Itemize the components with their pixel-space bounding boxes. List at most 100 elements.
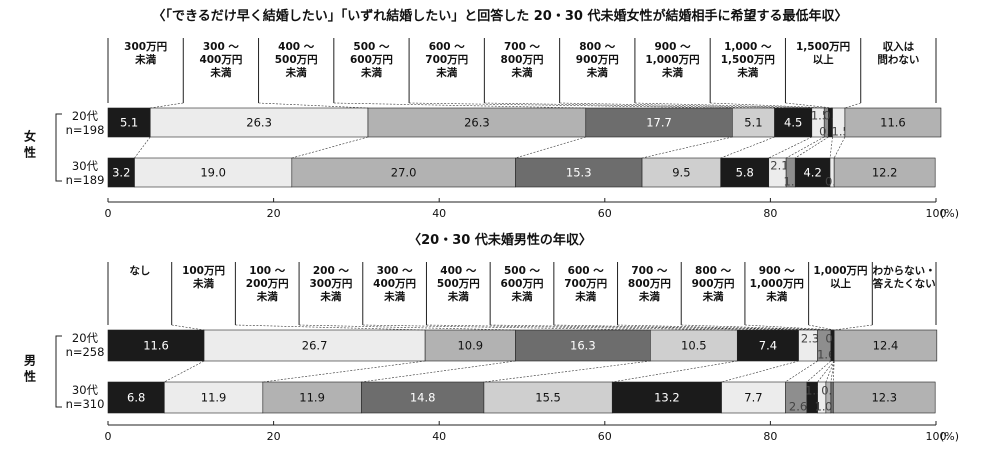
value-label: 7.7 [744,391,762,405]
category-label: わからない・答えたくない [872,265,936,290]
connector-line [362,324,651,331]
connector-line [806,360,832,383]
value-label: 15.5 [535,391,561,405]
bar-segment [367,107,587,138]
value-label: 27.0 [391,166,417,180]
connector-line [830,360,835,383]
category-label: 400 ～ 500万円未満 [437,265,480,303]
category-label: 1,000 ～ 1,500万円未満 [721,41,775,79]
bar-segment [291,157,516,188]
value-label: 14.8 [410,391,436,405]
x-tick-label: 20 [267,207,281,220]
value-label: 13.2 [654,391,680,405]
value-label: 17.7 [646,116,672,130]
x-unit-label: (%) [940,430,959,443]
value-label: 7.4 [759,339,777,353]
bar-segment [515,157,643,188]
group-label: 女性 [23,129,36,160]
category-label: 1,000万円以上 [813,265,867,290]
bar-segment [774,107,813,138]
connector-line [795,136,829,159]
connector-line [844,102,861,109]
value-label: 5.1 [744,116,762,130]
connector-line [834,324,873,331]
x-tick-label: 60 [598,430,612,443]
value-label: 9.5 [672,166,690,180]
connector-line [785,136,825,159]
category-label: 700 ～ 800万円未満 [501,41,544,79]
connector-line [361,360,516,383]
row-label: 30代 [72,159,99,173]
category-label: 300 ～ 400万円未満 [373,265,416,303]
connector-line [721,360,799,383]
value-label: 12.2 [872,166,898,180]
value-label: 26.3 [246,116,272,130]
connector-line [720,136,775,159]
row-label: 20代 [72,109,99,123]
x-tick-label: 80 [763,430,777,443]
panel-title: 〈「できるだけ早く結婚したい」「いずれ結婚したい」と回答した 20・30 代未婚… [153,8,848,24]
value-label: 5.8 [736,166,754,180]
x-tick-label: 40 [432,430,446,443]
category-label: 300 ～ 400万円未満 [199,41,242,79]
bar-segment [107,107,151,138]
panel-1: 〈「できるだけ早く結婚したい」「いずれ結婚したい」と回答した 20・30 代未婚… [23,8,959,220]
bar-segment [585,107,733,138]
row-n-label: n=258 [66,345,105,359]
connector-line [808,324,835,331]
bar-segment [134,157,293,188]
bar-segment [732,107,775,138]
value-label: 15.3 [566,166,592,180]
x-tick-label: 20 [267,430,281,443]
category-label: 500 ～ 600万円未満 [501,265,544,303]
connector-line [258,102,369,109]
connector-line [710,102,829,109]
group-bracket [55,335,62,408]
category-label: 500 ～ 600万円未満 [350,41,393,79]
value-label: 12.4 [873,339,899,353]
connector-line [617,324,831,331]
value-label: 26.7 [302,339,328,353]
x-tick-label: 60 [598,207,612,220]
bar-segment [361,381,485,414]
category-label: 100万円未満 [182,265,225,290]
connector-line [681,324,835,331]
bar-segment [833,157,936,188]
row-n-label: n=198 [66,123,105,137]
category-label: 400 ～ 500万円未満 [275,41,318,79]
value-label: 11.6 [143,339,169,353]
x-tick-label: 80 [763,207,777,220]
value-label-small: 2.3 [801,332,819,346]
value-label: 6.8 [127,391,145,405]
category-label: 700 ～ 800万円未満 [628,265,671,303]
bar-segment [833,381,936,414]
category-label: 300万円未満 [124,41,167,66]
category-label: 900 ～ 1,000万円未満 [750,265,804,303]
connector-line [490,324,799,331]
value-label: 16.3 [570,339,596,353]
x-tick-label: 100 [926,430,947,443]
category-label: 収入は問わない [877,41,919,66]
value-label: 10.9 [457,339,483,353]
connector-line [825,360,835,383]
x-tick-label: 0 [105,430,112,443]
bar-segment [149,107,369,138]
connector-line [833,136,846,159]
connector-line [553,324,818,331]
category-label: 800 ～ 900万円未満 [576,41,619,79]
connector-line [785,102,833,109]
bar-segment [736,329,799,362]
row-n-label: n=310 [66,397,105,411]
value-label: 10.5 [681,339,707,353]
category-label: 1,500万円以上 [796,41,850,66]
value-label: 26.3 [464,116,490,130]
connector-line [744,324,835,331]
category-label: 600 ～ 700万円未満 [425,41,468,79]
bar-segment [107,157,135,188]
panel-title: 〈20・30 代未婚男性の年収〉 [408,232,592,248]
x-tick-label: 100 [926,207,947,220]
value-label: 12.3 [871,391,897,405]
value-label-small: 2.1 [770,159,788,173]
